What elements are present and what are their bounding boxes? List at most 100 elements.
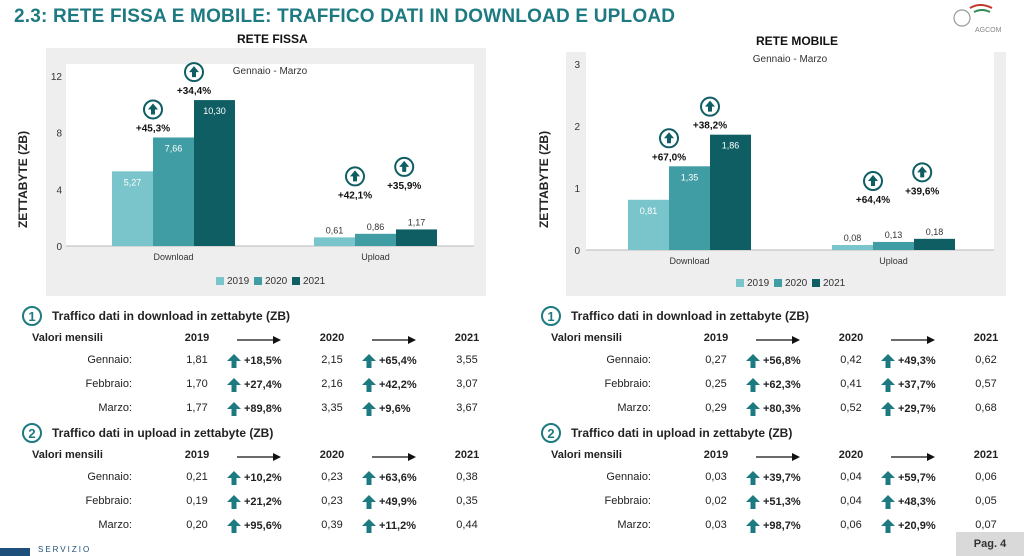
growth-value: +98,7%	[763, 520, 801, 532]
fissa-period-label: Gennaio - Marzo	[233, 66, 308, 77]
long-right-arrow-icon	[237, 453, 281, 461]
mobile-bar-2019	[832, 245, 873, 250]
table-row: Marzo: 0,29 +80,3% +29,7% 0,52 0,68	[541, 402, 1011, 416]
month-label: Marzo:	[98, 519, 132, 531]
up-arrow-icon	[227, 519, 241, 533]
value-cell: 0,62	[975, 354, 997, 366]
table-header-row: Valori mensili 2019 2020 2021	[22, 449, 492, 463]
mobile-bar-2021	[710, 134, 751, 250]
value-cell: 0,52	[840, 402, 862, 414]
valori-mensili-label: Valori mensili	[551, 332, 622, 344]
growth-value: +27,4%	[244, 379, 282, 391]
up-arrow-shape	[227, 495, 241, 509]
mobile-growth-up-icon	[912, 162, 933, 183]
year-header: 2020	[319, 332, 345, 344]
month-label: Febbraio:	[85, 378, 132, 390]
growth-cell: +29,7%	[881, 402, 936, 416]
agcom-logo-icon	[953, 4, 993, 27]
value-cell: 0,35	[456, 495, 478, 507]
fissa-panel-title: RETE FISSA	[237, 32, 308, 46]
mobile-data-label: 0,13	[885, 230, 903, 240]
up-arrow-shape	[362, 495, 376, 509]
table-section-title: Traffico dati in download in zettabyte (…	[52, 309, 291, 323]
growth-value: +11,2%	[379, 520, 417, 532]
growth-value: +20,9%	[898, 520, 936, 532]
value-cell: 0,29	[705, 402, 727, 414]
growth-value: +63,6%	[379, 472, 417, 484]
page-title: 2.3: RETE FISSA E MOBILE: TRAFFICO DATI …	[14, 6, 676, 27]
table-section-header: 2 Traffico dati in upload in zettabyte (Z…	[22, 423, 273, 443]
value-cell: 0,07	[975, 519, 997, 531]
growth-value: +62,3%	[763, 379, 801, 391]
up-arrow-icon	[362, 471, 376, 485]
up-arrow-icon	[362, 378, 376, 392]
mobile-data-label: 0,18	[926, 227, 944, 237]
up-arrow-icon	[746, 495, 760, 509]
fissa-category-label: Upload	[361, 252, 390, 262]
logo-text: AGCOM	[975, 27, 1002, 34]
mobile-growth-box	[902, 183, 943, 198]
value-cell: 3,35	[321, 402, 343, 414]
growth-value: +18,5%	[244, 355, 282, 367]
value-cell: 0,04	[840, 495, 862, 507]
mobile-upload-table: 2 Traffico dati in upload in zettabyte (Z…	[541, 423, 1011, 533]
long-right-arrow-icon	[372, 336, 416, 344]
month-label: Febbraio:	[604, 378, 651, 390]
up-arrow-icon	[746, 354, 760, 368]
arrow-head	[408, 336, 416, 344]
fissa-legend-swatch-2021	[292, 277, 300, 285]
table-section-header: 1 Traffico dati in download in zettabyte …	[22, 306, 290, 326]
value-cell: 2,16	[321, 378, 343, 390]
year-header: 2019	[703, 332, 729, 344]
month-label: Marzo:	[98, 402, 132, 414]
mobile-legend-label: 2020	[785, 278, 808, 289]
up-arrow-shape	[881, 402, 895, 416]
up-arrow-icon	[362, 354, 376, 368]
growth-cell: +48,3%	[881, 495, 936, 509]
table-row: Febbraio: 0,25 +62,3% +37,7% 0,41 0,57	[541, 378, 1011, 392]
fissa-data-label: 5,27	[124, 177, 142, 187]
value-cell: 0,38	[456, 471, 478, 483]
month-label: Febbraio:	[85, 495, 132, 507]
section-number-badge: 1	[22, 306, 42, 326]
value-cell: 0,68	[975, 402, 997, 414]
table-row: Febbraio: 0,02 +51,3% +48,3% 0,04 0,05	[541, 495, 1011, 509]
up-arrow-icon	[362, 519, 376, 533]
value-cell: 0,27	[705, 354, 727, 366]
mobile-panel-title: RETE MOBILE	[756, 34, 839, 48]
long-right-arrow-icon	[891, 336, 935, 344]
growth-value: +10,2%	[244, 472, 282, 484]
value-cell: 0,06	[840, 519, 862, 531]
up-arrow-shape	[227, 378, 241, 392]
mobile-chart-area: 0 1 2 3 Gennaio - Marzo 0,81 1,35 1,86 Download +…	[566, 52, 1006, 296]
fissa-growth-up-icon-arrow	[399, 160, 410, 172]
up-arrow-shape	[362, 402, 376, 416]
up-arrow-shape	[746, 354, 760, 368]
page-number: Pag. 4	[956, 532, 1024, 556]
growth-cell: +21,2%	[227, 495, 282, 509]
growth-cell: +98,7%	[746, 519, 801, 533]
growth-cell: +37,7%	[881, 378, 936, 392]
value-cell: 3,55	[456, 354, 478, 366]
up-arrow-icon	[881, 402, 895, 416]
arrow-head	[927, 336, 935, 344]
mobile-legend-swatch-2020	[774, 279, 782, 287]
mobile-legend-swatch-2019	[736, 279, 744, 287]
mobile-legend-swatch-2021	[812, 279, 820, 287]
up-arrow-icon	[227, 378, 241, 392]
up-arrow-icon	[227, 495, 241, 509]
mobile-growth-up-icon	[659, 128, 679, 149]
up-arrow-shape	[881, 354, 895, 368]
up-arrow-icon	[362, 495, 376, 509]
fissa-growth-label: +35,9%	[387, 181, 421, 192]
growth-cell: +39,7%	[746, 471, 801, 485]
fissa-bar-2021	[194, 100, 235, 246]
growth-value: +89,8%	[244, 403, 282, 415]
value-cell: 0,03	[705, 519, 727, 531]
fissa-data-label: 0,86	[367, 222, 385, 232]
value-cell: 1,81	[186, 354, 208, 366]
month-label: Marzo:	[617, 402, 651, 414]
fissa-growth-up-icon-arrow	[189, 66, 199, 78]
up-arrow-shape	[881, 471, 895, 485]
year-header: 2021	[454, 332, 480, 344]
